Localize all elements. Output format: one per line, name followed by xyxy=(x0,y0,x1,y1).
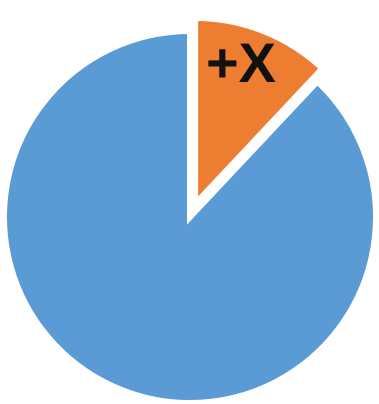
pie-slices xyxy=(1,14,379,404)
pie-slice-large xyxy=(1,27,379,404)
pie-slice-small xyxy=(192,14,327,212)
slice-annotation-label: +X xyxy=(206,31,276,94)
